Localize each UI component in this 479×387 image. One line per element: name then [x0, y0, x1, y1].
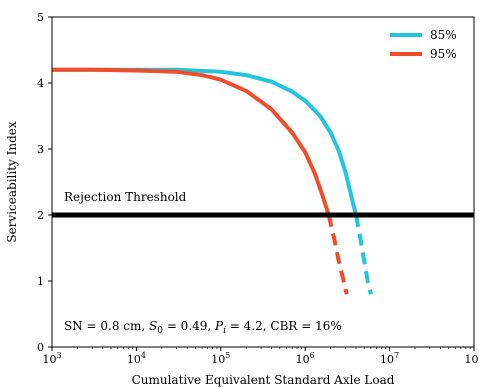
annotation-p-value: = 4.2, CBR = 16%	[226, 319, 342, 333]
y-tick-label: 0	[37, 341, 44, 354]
y-axis-label: Serviceability Index	[5, 121, 19, 243]
legend: 85%95%	[390, 28, 457, 61]
x-tick-label: 103	[42, 351, 61, 366]
y-axis-ticks: 0 1 2 3 4 5	[37, 11, 52, 354]
y-tick-label: 2	[37, 209, 44, 222]
series-95-solid-line	[52, 67, 331, 216]
y-tick-label: 5	[37, 11, 44, 24]
x-tick-label: 104	[127, 351, 146, 366]
plot-frame	[51, 16, 475, 348]
x-axis-label: Cumulative Equivalent Standard Axle Load	[132, 373, 395, 387]
annotation-p-subscript: i	[223, 326, 226, 336]
legend-label-85: 85%	[430, 28, 457, 42]
x-tick-label: 107	[380, 351, 399, 366]
x-tick-label: 105	[211, 351, 230, 366]
x-axis-ticks: 103 104 105 106 107 108	[42, 347, 479, 366]
annotation-s-symbol: S	[149, 319, 157, 333]
threshold-layer: Rejection Threshold	[52, 190, 474, 218]
parameter-annotation: SN = 0.8 cm, S0 = 0.49, Pi = 4.2, CBR = …	[64, 319, 342, 336]
series-95-dashed-line	[326, 214, 349, 295]
y-tick-label: 4	[37, 77, 44, 90]
annotation-sn: SN = 0.8 cm,	[64, 319, 149, 333]
y-tick-label: 1	[37, 275, 44, 288]
rejection-threshold-label: Rejection Threshold	[64, 190, 187, 204]
x-tick-label: 108	[464, 351, 479, 366]
annotation-p-symbol: P	[214, 319, 224, 333]
annotation-s-value: = 0.49,	[163, 319, 215, 333]
series-85-dashed-line	[354, 214, 373, 295]
annotation-s-subscript: 0	[157, 326, 163, 336]
curves-layer	[52, 67, 373, 295]
y-tick-label: 3	[37, 143, 44, 156]
x-tick-label: 106	[296, 351, 315, 366]
legend-label-95: 95%	[430, 47, 457, 61]
